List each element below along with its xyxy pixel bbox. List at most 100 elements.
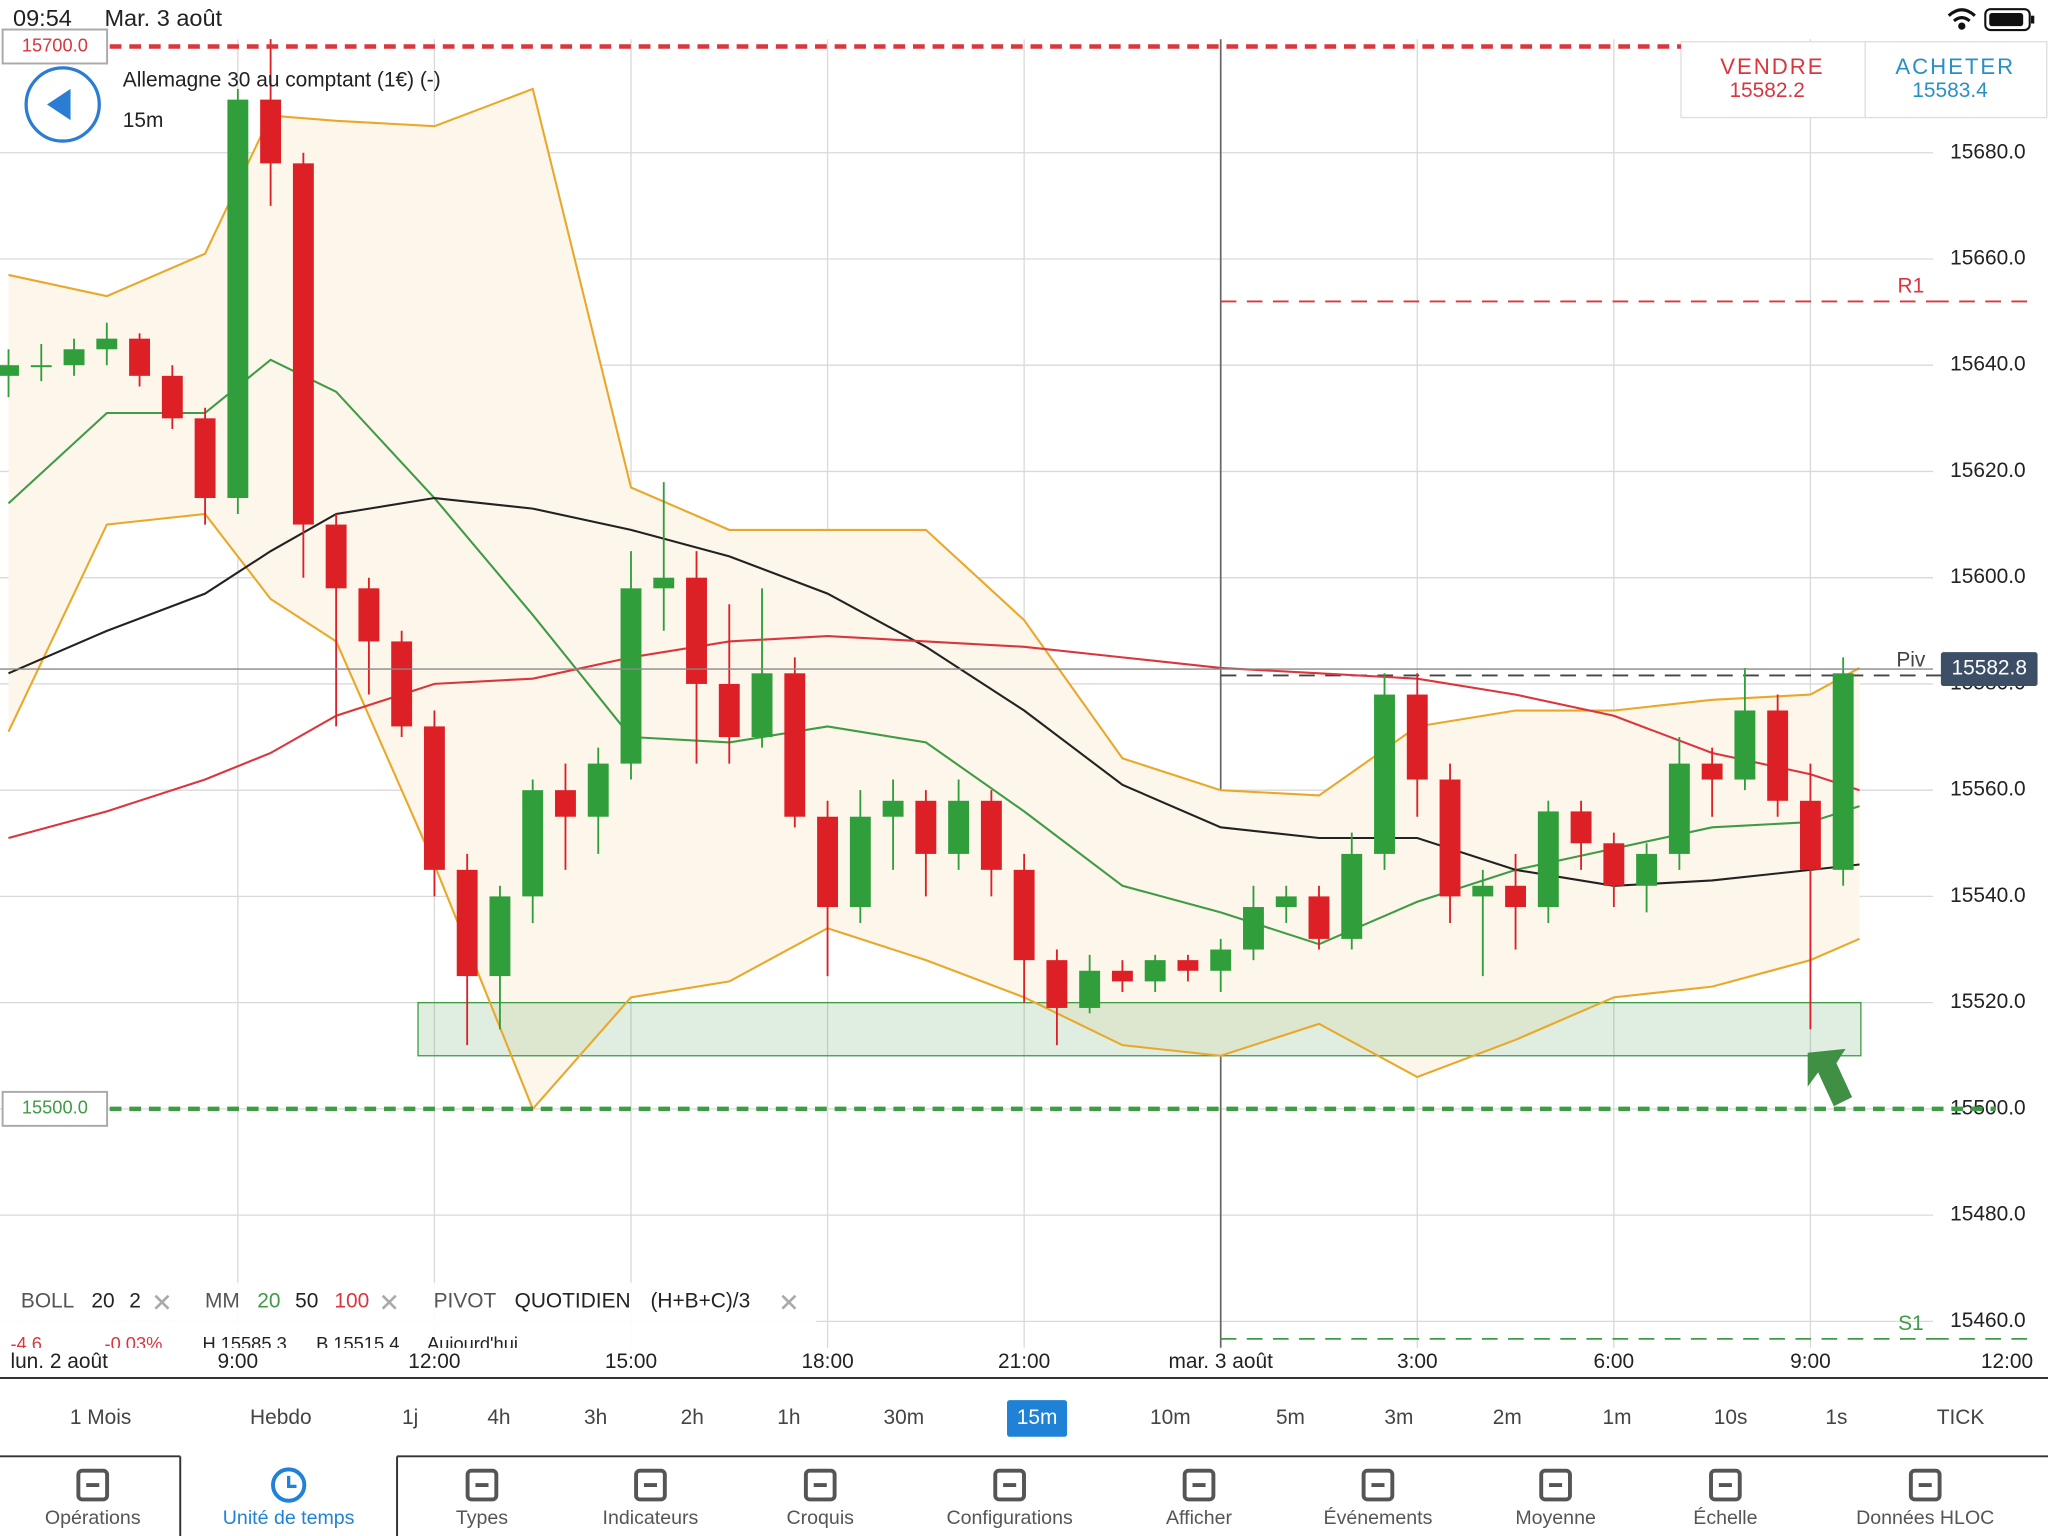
price-alert-tag (1, 1090, 109, 1127)
candle-body (718, 683, 740, 738)
toolbar-button[interactable]: Moyenne (1515, 1468, 1596, 1529)
toolbar-label: Afficher (1166, 1507, 1232, 1529)
timeframe-button[interactable]: 4h (487, 1406, 510, 1429)
wifi-icon (1947, 8, 1976, 30)
close-icon[interactable] (154, 1294, 170, 1310)
toolbar-icon (634, 1468, 667, 1502)
candle-body (129, 338, 151, 376)
toolbar-button[interactable]: Unité de temps (223, 1467, 355, 1529)
timeframe-button[interactable]: 2h (681, 1406, 704, 1429)
timeframe-button[interactable]: 1m (1602, 1406, 1631, 1429)
timeframe-button[interactable]: 1j (402, 1406, 418, 1429)
timeframe-button[interactable]: 1s (1825, 1406, 1847, 1429)
overlay: 09:54 Mar. 3 août Allemagne 30 au compta… (0, 5, 2048, 1536)
timeframe-label: 2h (681, 1406, 704, 1429)
x-tick-label: 15:00 (605, 1350, 657, 1373)
timeframe-label: 1 Mois (70, 1406, 131, 1429)
toolbar-button[interactable]: Afficher (1166, 1468, 1233, 1529)
toolbar-icon (271, 1467, 307, 1503)
price-alert-tag (1, 28, 109, 65)
toolbar-button[interactable]: Données HLOC (1856, 1468, 1994, 1529)
battery-icon (1984, 8, 2035, 32)
timeframe-button[interactable]: 1h (777, 1406, 800, 1429)
candle-body (1308, 896, 1330, 939)
timeframe-button[interactable]: 3h (584, 1406, 607, 1429)
candle-body (358, 588, 380, 642)
timeframe-button[interactable]: 1 Mois (70, 1406, 131, 1429)
x-tick-label: 18:00 (801, 1350, 853, 1373)
candle-body (1603, 843, 1625, 886)
close-icon[interactable] (781, 1294, 797, 1310)
candle-body (817, 816, 839, 908)
toolbar-label: Types (456, 1507, 508, 1529)
toolbar-label: Unité de temps (223, 1507, 355, 1529)
candle-body (1668, 763, 1690, 854)
candle-body (1537, 811, 1559, 908)
timeframe-button[interactable]: 30m (884, 1406, 925, 1429)
status-date: Mar. 3 août (104, 5, 222, 31)
candle-body (391, 641, 413, 727)
buy-button[interactable]: ACHETER 15583.4 (1895, 54, 2015, 102)
indicator-line (8, 635, 1860, 840)
candle-body (1799, 800, 1821, 870)
toolbar-button[interactable]: Échelle (1693, 1468, 1758, 1529)
instrument-name: Allemagne 30 au comptant (1€) (-) (123, 68, 441, 91)
toolbar-button[interactable]: Croquis (787, 1468, 855, 1529)
toolbar-icon (1908, 1468, 1942, 1502)
candle-body (1505, 885, 1527, 908)
last-price-label: 15582.8 (1951, 657, 2026, 680)
toolbar-button[interactable]: Configurations (947, 1468, 1073, 1529)
y-tick-label: 15460.0 (1950, 1309, 2025, 1332)
toolbar-button[interactable]: Types (456, 1468, 508, 1529)
candle-body (161, 375, 183, 419)
legend-param: QUOTIDIEN (515, 1290, 631, 1313)
timeframe-label: 4h (487, 1406, 510, 1429)
toolbar-button[interactable]: Opérations (45, 1468, 141, 1529)
toolbar-label: Événements (1324, 1506, 1433, 1529)
sell-price: 15582.2 (1729, 79, 1804, 102)
timeframe-button[interactable]: 10m (1150, 1406, 1191, 1429)
candle-body (620, 588, 642, 764)
timeframe-button[interactable]: 10s (1714, 1406, 1748, 1429)
timeframe-button[interactable]: 3m (1384, 1406, 1413, 1429)
candle-body (1374, 694, 1395, 854)
timeframe-label: 10s (1714, 1406, 1748, 1429)
candle-body (456, 869, 478, 977)
toolbar-icon (76, 1468, 110, 1502)
timeframe-button[interactable]: 5m (1276, 1406, 1305, 1429)
pivot-label: S1 (1898, 1312, 1924, 1335)
close-icon[interactable] (381, 1294, 397, 1310)
x-tick-label: mar. 3 août (1168, 1350, 1273, 1373)
sell-button[interactable]: VENDRE 15582.2 (1720, 54, 1824, 102)
bollinger-band (8, 88, 1860, 1109)
toolbar-label: Moyenne (1515, 1507, 1596, 1529)
timeframe-label: TICK (1937, 1406, 1985, 1429)
candle-body (1243, 907, 1264, 950)
back-button[interactable] (24, 66, 101, 143)
buy-label: ACHETER (1895, 54, 2015, 79)
x-tick-label: 9:00 (218, 1350, 259, 1373)
toolbar-icon (465, 1468, 499, 1502)
toolbar-button[interactable]: Indicateurs (603, 1468, 699, 1529)
candle-body (1570, 811, 1592, 844)
candle-body (915, 800, 937, 854)
timeframe-button[interactable]: TICK (1937, 1406, 1985, 1429)
indicator-line (8, 87, 1861, 797)
candle-body (96, 338, 118, 350)
candle-body (423, 726, 445, 870)
timeframe-button[interactable]: 2m (1493, 1406, 1522, 1429)
y-tick-label: 15620.0 (1950, 459, 2025, 482)
candle-body (784, 673, 806, 817)
price-alert-label: 15500.0 (22, 1097, 88, 1118)
timeframe-button[interactable]: Hebdo (250, 1406, 312, 1429)
date-label: lun. 2 août (10, 1350, 108, 1373)
indicator-line (7, 512, 1860, 1111)
timeframe-button[interactable]: 15m (1007, 1400, 1068, 1437)
candle-body (1275, 896, 1297, 908)
candle-body (1013, 869, 1035, 961)
legend-param: (H+B+C)/3 (650, 1290, 750, 1313)
toolbar-button[interactable]: Événements (1324, 1468, 1433, 1529)
candle-body (30, 365, 52, 368)
